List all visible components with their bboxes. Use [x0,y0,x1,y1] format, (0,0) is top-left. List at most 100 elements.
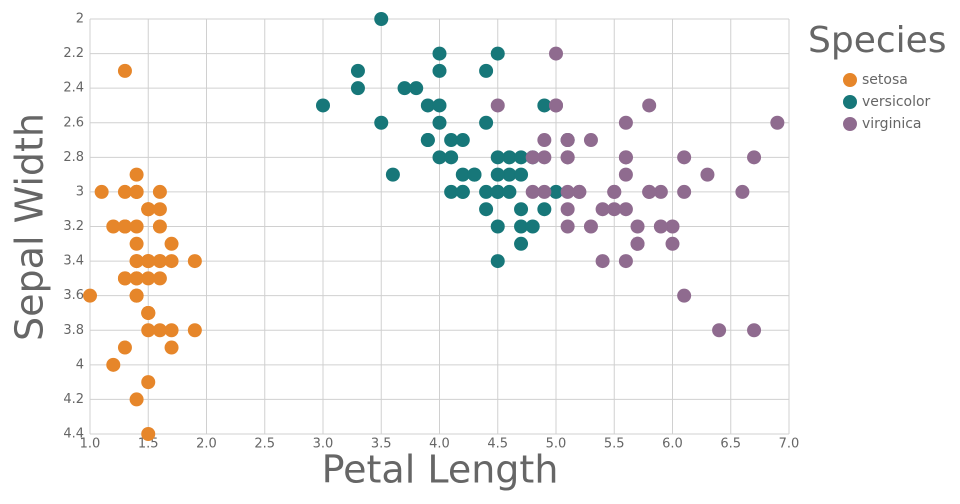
point [141,254,156,269]
point [490,219,505,234]
point [141,323,156,338]
point [642,98,657,113]
x-tick-label: 4.5 [487,437,508,452]
x-tick-label: 6.0 [662,437,683,452]
point [479,115,494,130]
point [409,81,424,96]
point [152,271,167,286]
legend-label: versicolor [862,94,931,110]
point [455,133,470,148]
x-tick-label: 1.5 [138,437,159,452]
point [455,184,470,199]
point [129,271,144,286]
point [152,323,167,338]
point [117,63,132,78]
point [502,167,517,182]
point [117,219,132,234]
point [700,167,715,182]
point [560,219,575,234]
y-tick-label: 3.2 [63,219,84,234]
point [141,375,156,390]
point [350,81,365,96]
point [514,202,529,217]
point [152,202,167,217]
point [164,236,179,251]
point [537,202,552,217]
point [490,254,505,269]
point [607,184,622,199]
point [94,184,109,199]
point [653,219,668,234]
point [432,98,447,113]
point [129,184,144,199]
x-tick-label: 7.0 [779,437,800,452]
legend-label: setosa [862,72,908,88]
point [642,184,657,199]
point [537,98,552,113]
point [141,427,156,441]
point [152,184,167,199]
point [618,115,633,130]
point [490,184,505,199]
point [374,115,389,130]
point [420,133,435,148]
point [502,184,517,199]
point [129,236,144,251]
point [129,219,144,234]
point [316,98,330,113]
legend-swatch [843,73,857,87]
point [560,184,575,199]
point [129,167,144,182]
point [432,150,447,165]
point [420,98,435,113]
point [479,202,494,217]
point [712,323,727,338]
point [747,150,762,165]
y-axis-label: Sepal Width [8,113,52,341]
point [455,167,470,182]
point [677,288,692,303]
point [117,340,132,355]
point [665,219,680,234]
legend-swatch [843,95,857,109]
point [525,150,540,165]
x-axis-label: Petal Length [322,448,559,492]
point [549,184,563,199]
point [607,202,622,217]
point [117,184,132,199]
point [432,115,447,130]
y-tick-label: 2.4 [63,81,84,96]
point [630,236,645,251]
x-tick-label: 5.0 [546,437,567,452]
point [747,323,762,338]
y-tick-label: 4 [76,357,84,372]
y-tick-label: 2 [76,12,84,27]
point [432,46,447,61]
y-tick-label: 3.4 [63,254,84,269]
point [618,202,633,217]
x-tick-label: 6.5 [720,437,741,452]
point [83,288,97,303]
point [583,219,598,234]
point [490,46,505,61]
point [537,184,552,199]
point [595,254,610,269]
point [467,167,482,182]
point [129,254,144,269]
point [525,184,540,199]
point [152,219,167,234]
point [141,202,156,217]
point [152,254,167,269]
x-tick-label: 2.5 [254,437,275,452]
point [141,305,156,320]
point [560,202,575,217]
y-tick-label: 3.6 [63,288,84,303]
point [560,150,575,165]
point [595,202,610,217]
point [537,133,552,148]
point [350,63,365,78]
legend-title: Species [808,20,947,61]
point [432,63,447,78]
